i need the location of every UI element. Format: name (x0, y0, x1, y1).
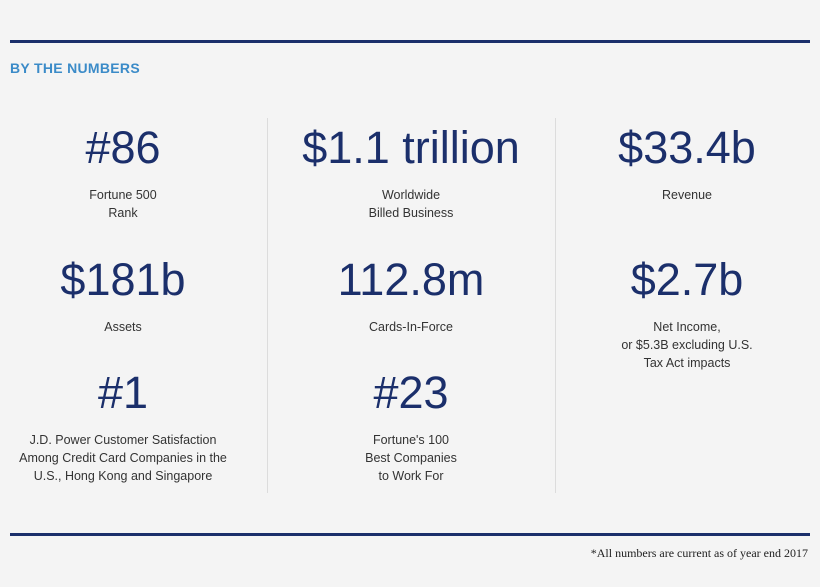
label-line: U.S., Hong Kong and Singapore (33, 469, 213, 483)
label-line: Fortune's 100 (372, 433, 450, 447)
label-line: Fortune 500 (89, 188, 157, 202)
stat-label: Cards-In-Force (286, 318, 536, 336)
stat-label: Revenue (562, 186, 812, 204)
label-line: Tax Act impacts (643, 356, 731, 370)
stat-item: $2.7b Net Income, or $5.3B excluding U.S. T… (562, 254, 812, 372)
label-line: Revenue (661, 188, 713, 202)
column-divider (267, 118, 268, 493)
stat-value: $1.1 trillion (302, 122, 520, 173)
column-divider (555, 118, 556, 493)
stat-item: #86 Fortune 500 Rank (0, 122, 248, 222)
stat-item: #1 J.D. Power Customer Satisfaction Among … (0, 367, 248, 485)
label-line: or $5.3B excluding U.S. (621, 338, 753, 352)
stat-label: Worldwide Billed Business (286, 186, 536, 222)
stat-value: #1 (97, 367, 149, 418)
label-line: Cards-In-Force (368, 320, 454, 334)
label-line: to Work For (378, 469, 444, 483)
footnote: *All numbers are current as of year end … (590, 546, 808, 560)
label-line: Assets (104, 320, 142, 334)
stat-value: $33.4b (618, 122, 756, 173)
label-line: Best Companies (365, 451, 457, 465)
stat-item: 112.8m Cards-In-Force (286, 254, 536, 336)
label-line: Net Income, (653, 320, 721, 334)
label-line: J.D. Power Customer Satisfaction (29, 433, 217, 447)
stat-item: #23 Fortune's 100 Best Companies to Work Fo… (286, 367, 536, 485)
stat-value: #86 (85, 122, 161, 173)
stat-value: #23 (373, 367, 449, 418)
stat-value: $181b (60, 254, 186, 305)
label-line: Rank (108, 206, 138, 220)
top-rule (10, 40, 810, 43)
stat-label: Fortune 500 Rank (0, 186, 248, 222)
label-line: Billed Business (368, 206, 454, 220)
stat-value: 112.8m (337, 254, 485, 305)
stat-value: $2.7b (630, 254, 744, 305)
stat-label: Assets (0, 318, 248, 336)
label-line: Worldwide (381, 188, 441, 202)
stat-item: $181b Assets (0, 254, 248, 336)
stat-label: J.D. Power Customer Satisfaction Among Cr… (0, 431, 248, 485)
label-line: Among Credit Card Companies in the (19, 451, 227, 465)
stat-item: $33.4b Revenue (562, 122, 812, 204)
bottom-rule (10, 533, 810, 536)
stat-label: Net Income, or $5.3B excluding U.S. Tax Ac… (562, 318, 812, 372)
stat-label: Fortune's 100 Best Companies to Work For (286, 431, 536, 485)
stat-item: $1.1 trillion Worldwide Billed Business (286, 122, 536, 222)
section-heading: BY THE NUMBERS (10, 60, 140, 76)
